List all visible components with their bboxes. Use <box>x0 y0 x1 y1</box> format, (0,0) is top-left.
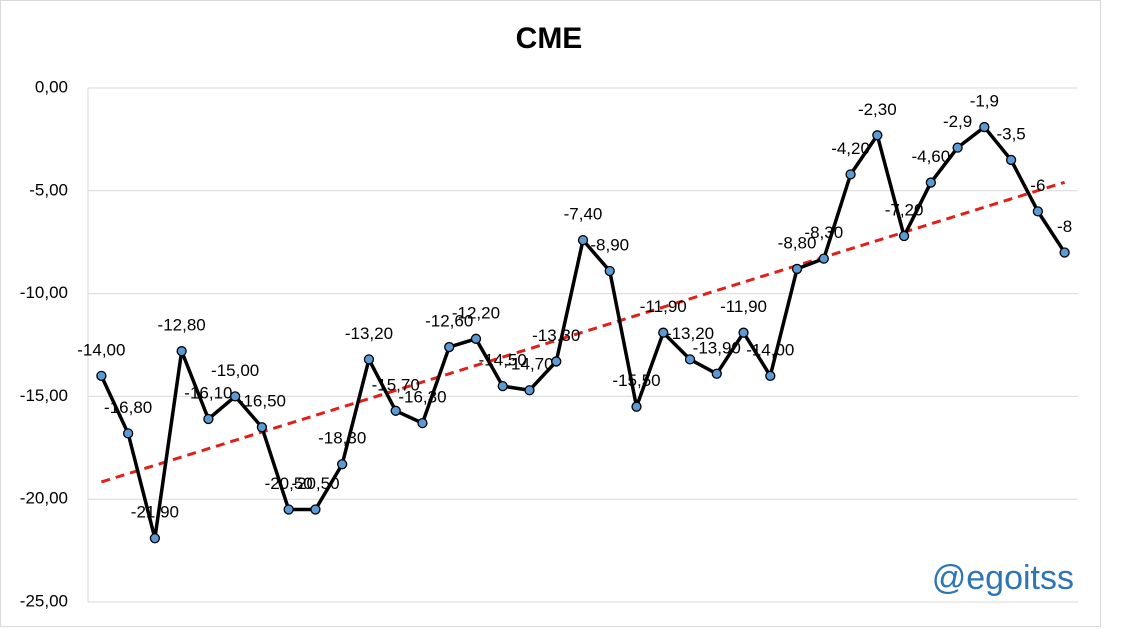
data-point <box>310 504 321 515</box>
data-point <box>149 533 161 544</box>
data-point <box>738 327 749 338</box>
data-point <box>417 417 428 429</box>
data-point <box>203 413 214 425</box>
data-point <box>818 253 829 264</box>
data-label: -7,20 <box>885 201 924 220</box>
data-label: -12,60 <box>425 312 473 331</box>
data-point <box>390 405 401 416</box>
y-tick-label: 0,00 <box>35 77 68 96</box>
data-label: -3,5 <box>996 124 1025 143</box>
data-point <box>444 341 455 353</box>
data-point <box>283 504 294 515</box>
data-label: -1,9 <box>970 92 999 111</box>
data-label: -8 <box>1057 217 1072 236</box>
data-label: -16,80 <box>104 398 152 417</box>
data-label: -11,90 <box>720 297 767 316</box>
data-label: -7,40 <box>564 205 603 224</box>
data-label: -15,70 <box>372 375 420 394</box>
data-point <box>952 142 963 153</box>
data-point <box>658 327 669 338</box>
data-label: -2,9 <box>943 112 972 131</box>
data-point <box>176 346 187 357</box>
data-point <box>845 169 856 180</box>
data-label: -8,90 <box>590 235 629 254</box>
data-label: -12,20 <box>452 303 500 322</box>
y-tick-label: -15,00 <box>20 386 68 405</box>
data-label: -4,20 <box>831 139 870 158</box>
chart-frame <box>0 0 1101 627</box>
data-point <box>230 391 241 402</box>
data-label: -16,50 <box>238 392 286 411</box>
data-point <box>898 230 910 242</box>
data-label: -20,50 <box>291 474 339 493</box>
data-label: -14,50 <box>479 351 527 370</box>
y-tick-label: -5,00 <box>29 180 68 199</box>
data-point <box>497 380 508 392</box>
data-label: -21,90 <box>131 503 179 522</box>
data-label: -13,30 <box>532 326 580 345</box>
data-label: -4,60 <box>911 147 950 166</box>
data-label: -2,30 <box>858 100 897 119</box>
data-point <box>604 265 615 277</box>
data-point <box>256 422 268 433</box>
data-label: -8,80 <box>778 233 817 252</box>
data-label: -14,00 <box>77 340 125 359</box>
data-point <box>1032 206 1044 217</box>
data-label: -18,30 <box>318 429 366 448</box>
data-label: -13,20 <box>345 324 393 343</box>
data-point <box>337 459 348 470</box>
data-point <box>872 130 883 141</box>
data-label: -8,30 <box>804 223 843 242</box>
data-point <box>524 385 535 396</box>
data-point <box>711 368 722 379</box>
data-point <box>470 333 482 344</box>
data-point <box>1005 154 1017 166</box>
data-label: -20,50 <box>265 474 313 493</box>
data-label: -15,50 <box>612 371 660 390</box>
data-point <box>925 177 936 188</box>
y-tick-label: -25,00 <box>20 591 68 610</box>
y-tick-label: -20,00 <box>20 489 68 508</box>
chart-title: CME <box>516 22 583 55</box>
data-point <box>363 354 375 365</box>
data-label: -15,00 <box>211 361 259 380</box>
data-point <box>551 356 562 367</box>
data-label: -12,80 <box>158 316 206 335</box>
data-label: -14,00 <box>746 340 794 359</box>
data-point <box>122 428 134 439</box>
watermark: @egoitss <box>932 559 1074 597</box>
data-label: -14,70 <box>505 355 553 374</box>
y-tick-label: -10,00 <box>20 283 68 302</box>
data-point <box>684 354 696 365</box>
data-label: -13,20 <box>666 324 714 343</box>
data-label: -6 <box>1030 176 1045 195</box>
data-point <box>631 401 642 412</box>
data-point <box>1059 247 1070 258</box>
data-point <box>979 121 990 133</box>
data-point <box>765 370 776 381</box>
data-label: -16,10 <box>184 384 232 403</box>
data-label: -16,30 <box>398 388 446 407</box>
data-point <box>96 370 107 381</box>
data-point <box>791 263 803 275</box>
data-point <box>577 234 589 246</box>
data-label: -13,90 <box>693 338 741 357</box>
data-label: -11,90 <box>640 297 687 316</box>
